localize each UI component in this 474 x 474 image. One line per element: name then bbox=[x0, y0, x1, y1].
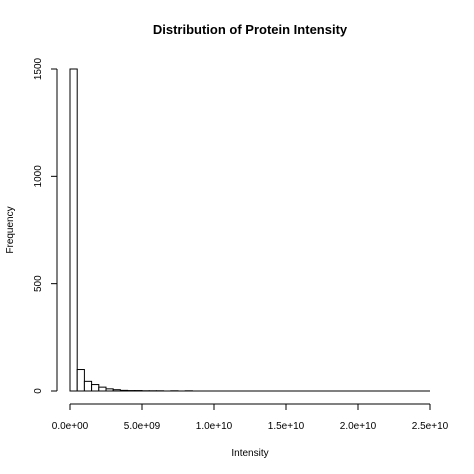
y-tick-label: 1000 bbox=[33, 165, 44, 188]
histogram-bar bbox=[105, 388, 114, 392]
y-axis: 0 500 1000 1500 bbox=[33, 57, 58, 394]
x-axis: 0.0e+00 5.0e+09 1.0e+10 1.5e+10 2.0e+10 2.5e+… bbox=[52, 403, 449, 432]
x-tick-label: 2.0e+10 bbox=[340, 421, 377, 432]
x-tick-label: 1.0e+10 bbox=[196, 421, 233, 432]
histogram-bar bbox=[83, 380, 93, 392]
histogram-bars bbox=[69, 68, 430, 392]
histogram-bar bbox=[69, 68, 78, 392]
x-tick-label: 5.0e+09 bbox=[124, 421, 161, 432]
x-tick-label: 1.5e+10 bbox=[268, 421, 305, 432]
x-tick-label: 0.0e+00 bbox=[52, 421, 89, 432]
histogram-bar bbox=[98, 386, 107, 392]
y-tick-label: 500 bbox=[33, 275, 44, 292]
y-tick-label: 0 bbox=[33, 388, 44, 394]
chart-title: Distribution of Protein Intensity bbox=[153, 22, 348, 37]
histogram-bar bbox=[119, 389, 129, 392]
y-axis-label: Frequency bbox=[5, 206, 16, 253]
histogram-bar bbox=[91, 384, 100, 392]
x-axis-label: Intensity bbox=[231, 448, 268, 459]
y-tick-label: 1500 bbox=[33, 57, 44, 80]
histogram-bar bbox=[76, 369, 85, 392]
histogram-bar bbox=[112, 389, 121, 392]
x-tick-label: 2.5e+10 bbox=[412, 421, 449, 432]
